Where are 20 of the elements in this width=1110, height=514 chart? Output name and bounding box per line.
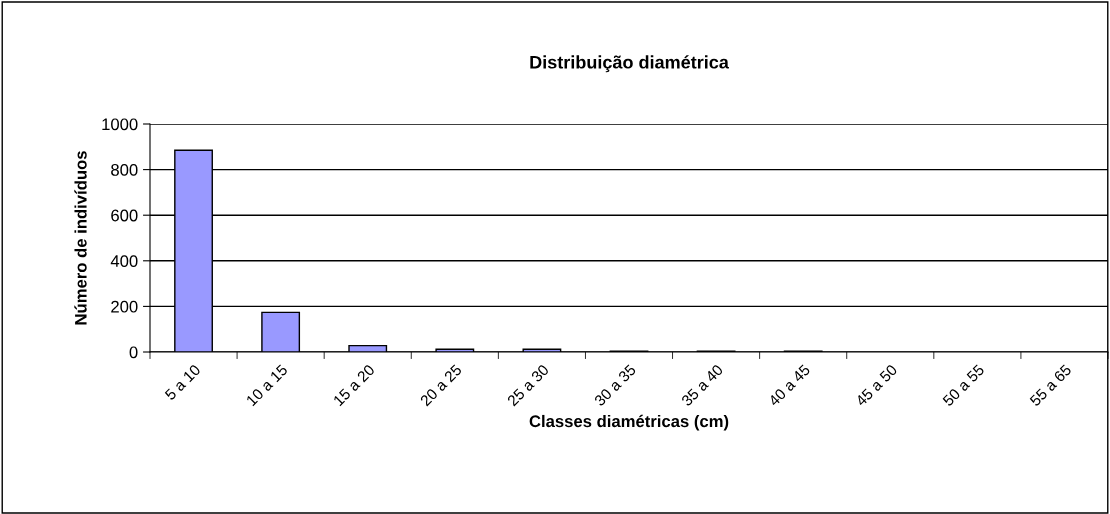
x-tick-label: 5 a 10 bbox=[164, 363, 202, 401]
y-tick-label: 1000 bbox=[102, 118, 138, 131]
x-axis-title: Classes diamétricas (cm) bbox=[529, 414, 729, 431]
x-tick-label: 40 a 45 bbox=[767, 363, 811, 407]
y-tick-label: 200 bbox=[111, 300, 138, 313]
x-tick-label: 15 a 20 bbox=[332, 363, 376, 407]
y-tick-label: 600 bbox=[111, 209, 138, 222]
x-tick-label: 20 a 25 bbox=[419, 363, 463, 407]
y-axis-title: Número de indivíduos bbox=[74, 151, 87, 325]
x-tick-label: 50 a 55 bbox=[942, 363, 985, 407]
y-tick-label: 800 bbox=[111, 164, 138, 176]
y-tick-label: 0 bbox=[129, 346, 138, 359]
x-tick-label: 25 a 30 bbox=[506, 363, 550, 407]
x-tick-label: 10 a 15 bbox=[245, 363, 289, 407]
x-tick-label: 55 a 65 bbox=[1029, 363, 1072, 407]
x-tick-label: 35 a 40 bbox=[680, 363, 724, 407]
x-tick-label: 45 a 50 bbox=[854, 363, 898, 407]
chart-title: Distribuição diamétrica bbox=[530, 55, 729, 73]
x-tick-label: 30 a 35 bbox=[593, 363, 637, 407]
y-tick-label: 400 bbox=[110, 255, 138, 267]
